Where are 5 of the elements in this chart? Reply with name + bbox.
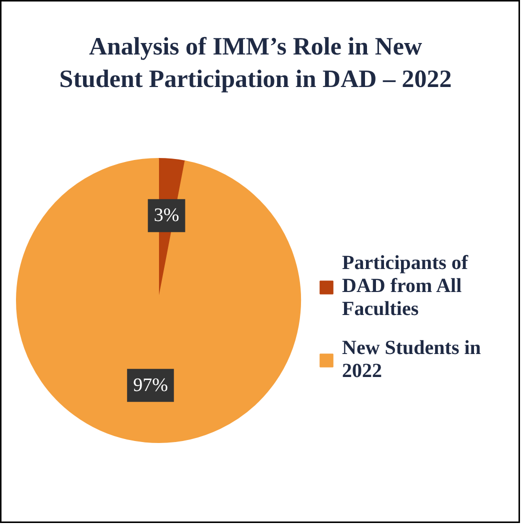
legend-label: New Students in 2022 xyxy=(342,337,481,383)
data-label: 97% xyxy=(133,374,168,396)
legend-label: Participants of DAD from All Faculties xyxy=(342,252,468,321)
data-label: 3% xyxy=(154,205,180,226)
chart-title: Analysis of IMM’s Role in New Student Participation in DAD – 2022 xyxy=(59,34,452,93)
